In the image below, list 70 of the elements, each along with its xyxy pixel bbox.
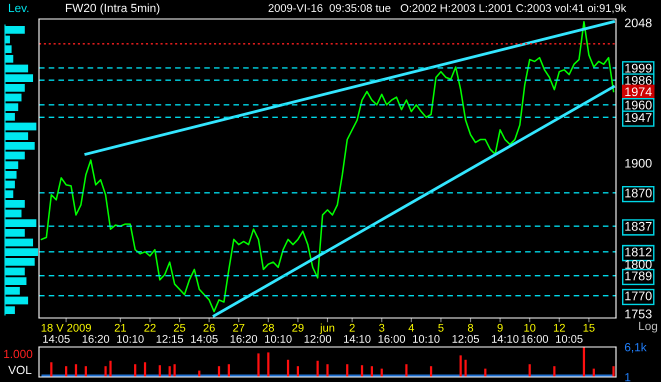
x-tick-label: 12:05 (452, 334, 480, 343)
line-series (40, 20, 614, 312)
x-tick-label: 14:05 (43, 334, 70, 343)
bar (198, 370, 200, 377)
x-tick-label: 29 (292, 324, 304, 332)
bar (592, 368, 595, 377)
x-tick-label: 22 (144, 324, 156, 332)
x-tick-label: 16:20 (82, 334, 110, 343)
y-tick-label: 1999 (625, 64, 652, 73)
x-tick-label: jun (320, 324, 334, 334)
x-tick-label: 4 (408, 324, 414, 332)
y-tick-label: 2048 (624, 18, 652, 28)
x-tick-label: 9 (498, 324, 503, 332)
x-tick-label: 10:10 (265, 334, 292, 343)
bar (50, 362, 52, 377)
y-tick-label: 1 (625, 373, 630, 382)
bar (528, 364, 531, 377)
bar (267, 352, 270, 377)
x-tick-label: 16:00 (522, 334, 548, 343)
y-axis-title: VOL (8, 366, 32, 374)
x-tick-label: 15 (584, 324, 595, 332)
x-tick-label: 25 (174, 324, 186, 332)
y-tick-label: 1947 (625, 113, 652, 122)
bar (84, 366, 87, 377)
y-tick-label: 1812 (625, 248, 652, 256)
x-tick-label: 16:00 (378, 334, 406, 343)
y-tick-label: 1789 (625, 271, 652, 280)
y-tick-label: 1837 (625, 222, 652, 231)
bar (134, 364, 136, 377)
bar (484, 368, 486, 377)
y-tick-label: 1960 (625, 100, 652, 110)
bar (460, 355, 462, 377)
y-tick-label: 1800 (625, 260, 652, 269)
bar (158, 365, 161, 377)
x-tick-label: 18 V 2009 (42, 324, 91, 332)
x-tick-label: 28 (262, 324, 274, 332)
x-tick-label: 2 (350, 324, 355, 332)
chart-title: FW20 (Intra 5min) (66, 4, 160, 14)
x-tick-label: 10:05 (556, 334, 583, 343)
y-tick-label: 1974 (625, 87, 652, 96)
y-tick-label: 1870 (625, 188, 652, 198)
x-tick-label: 14:10 (492, 334, 519, 343)
y-tick-label: 6,1k (624, 342, 647, 353)
x-tick-label: 26 (204, 324, 215, 332)
x-tick-label: 3 (379, 324, 384, 332)
y-tick-label: 1753 (625, 310, 652, 318)
y-tick-label: 1900 (625, 158, 652, 168)
bar (380, 368, 383, 377)
x-tick-label: 12:00 (304, 334, 332, 343)
x-tick-label: 21 (114, 324, 126, 332)
x-tick-label: 10 (524, 324, 536, 332)
text: Log (639, 322, 658, 332)
x-tick-label: 5 (438, 324, 444, 332)
y-tick-label: 1986 (625, 76, 652, 85)
x-tick-label: 10:10 (413, 334, 440, 343)
x-tick-label: 8 (468, 324, 474, 332)
x-tick-label: 14:10 (344, 334, 371, 343)
bar (168, 366, 171, 377)
x-tick-label: 14:05 (191, 334, 218, 343)
x-tick-label: 16:20 (230, 334, 258, 343)
bar (346, 364, 348, 377)
x-tick-label: 12 (554, 324, 565, 332)
text: 1.000 (4, 350, 32, 358)
chart-subtitle: 2009-VI-16 09:35:08 tue O:2002 H:2003 L:2001 C:2003 vol:41 oi:91,9k (268, 4, 626, 14)
x-tick-label: 27 (233, 324, 244, 332)
chart-title: Lev. (8, 4, 28, 12)
x-tick-label: 10:10 (117, 334, 144, 343)
x-tick-label: 12:15 (156, 334, 184, 343)
y-tick-label: 1770 (625, 291, 652, 300)
bar (553, 366, 556, 377)
